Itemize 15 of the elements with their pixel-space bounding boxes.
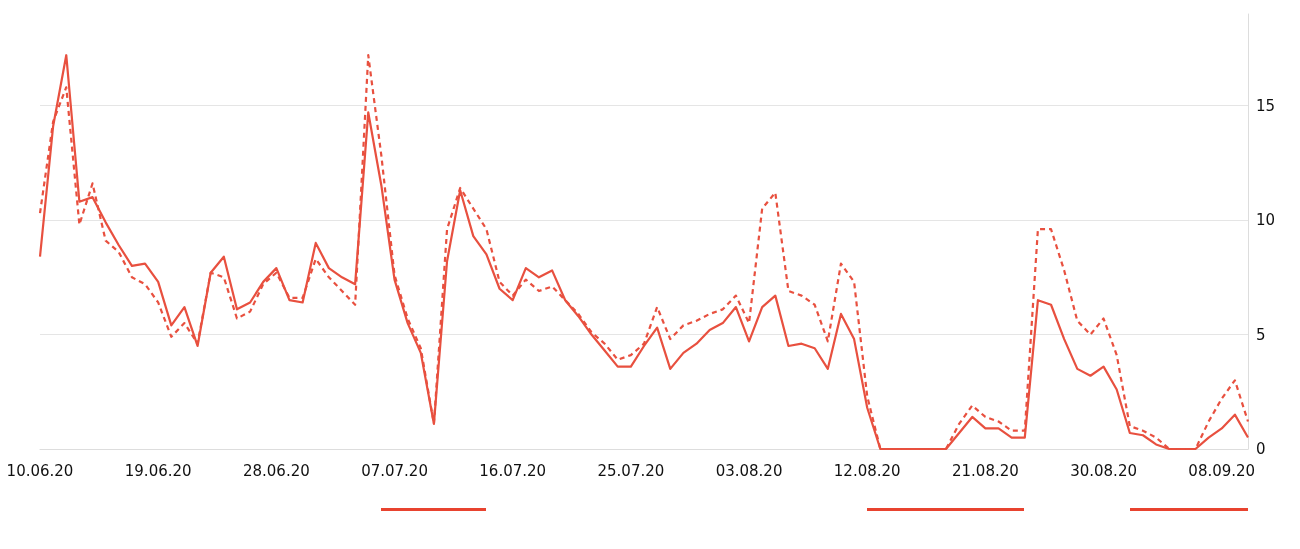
y-tick-label: 15 <box>1256 96 1276 115</box>
x-tick-label: 08.09.20 <box>1188 461 1256 480</box>
x-tick-label: 30.08.20 <box>1070 461 1137 480</box>
y-tick-label: 0 <box>1256 440 1266 458</box>
x-tick-label: 19.06.20 <box>124 461 192 480</box>
x-tick-label: 16.07.20 <box>479 461 547 480</box>
x-tick-label: 21.08.20 <box>951 461 1019 480</box>
x-tick-label: 03.08.20 <box>715 461 783 480</box>
x-tick-label: 12.08.20 <box>833 461 901 480</box>
x-tick-label: 25.07.20 <box>597 461 665 480</box>
x-tick-label: 28.06.20 <box>242 461 310 480</box>
x-tick-label: 10.06.20 <box>6 461 74 480</box>
x-tick-label: 07.07.20 <box>361 461 428 480</box>
y-tick-label: 10 <box>1256 211 1276 230</box>
y-tick-label: 5 <box>1256 325 1266 344</box>
